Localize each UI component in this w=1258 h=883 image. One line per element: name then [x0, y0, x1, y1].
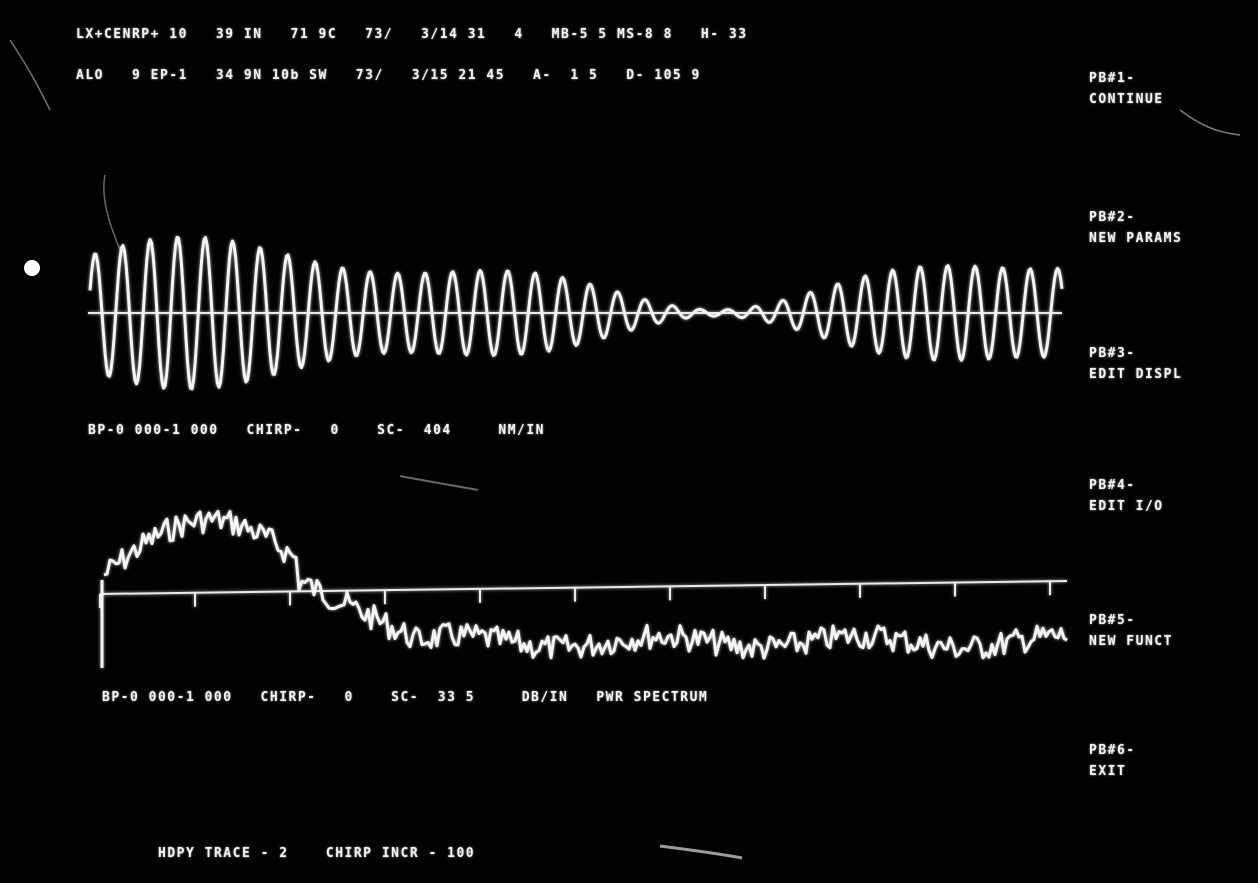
- scratch-mark: [9, 39, 51, 111]
- scratch-mark: [659, 844, 743, 860]
- softkey-label: EXIT: [1089, 764, 1127, 779]
- softkey-exit[interactable]: PB#6- EXIT: [1089, 740, 1239, 782]
- spectrum-axis: [99, 580, 1068, 595]
- softkey-code: PB#6-: [1089, 743, 1136, 758]
- softkey-code: PB#2-: [1089, 210, 1136, 225]
- softkey-new-params[interactable]: PB#2- NEW PARAMS: [1089, 207, 1239, 249]
- softkey-label: CONTINUE: [1089, 92, 1164, 107]
- footer-status: HDPY TRACE - 2 CHIRP INCR - 100: [158, 846, 476, 861]
- spectrum-trace: [103, 509, 1068, 660]
- scratch-mark: [399, 475, 479, 491]
- header-line-1: LX+CENRP+ 10 39 IN 71 9C 73/ 3/14 31 4 M…: [76, 27, 748, 42]
- softkey-edit-displ[interactable]: PB#3- EDIT DISPL: [1089, 343, 1239, 385]
- softkey-label: EDIT I/O: [1089, 499, 1164, 514]
- waveform-status: BP-0 000-1 000 CHIRP- 0 SC- 404 NM/IN: [88, 423, 546, 438]
- softkey-label: EDIT DISPL: [1089, 367, 1183, 382]
- bezel-marker: [24, 260, 40, 276]
- softkey-code: PB#5-: [1089, 613, 1136, 628]
- scratch-mark: [103, 174, 121, 251]
- softkey-code: PB#4-: [1089, 478, 1136, 493]
- softkey-new-funct[interactable]: PB#5- NEW FUNCT: [1089, 610, 1239, 652]
- softkey-code: PB#1-: [1089, 71, 1136, 86]
- softkey-continue[interactable]: PB#1- CONTINUE: [1089, 68, 1239, 110]
- spectrum-status: BP-0 000-1 000 CHIRP- 0 SC- 33 5 DB/IN P…: [102, 690, 709, 705]
- waveform-trace: [88, 235, 1064, 391]
- softkey-edit-io[interactable]: PB#4- EDIT I/O: [1089, 475, 1239, 517]
- scratch-mark: [1179, 109, 1241, 136]
- header-line-2: ALO 9 EP-1 34 9N 10b SW 73/ 3/15 21 45 A…: [76, 68, 701, 83]
- softkey-label: NEW PARAMS: [1089, 231, 1183, 246]
- softkey-code: PB#3-: [1089, 346, 1136, 361]
- spectrum-axis-ticks: [99, 581, 1051, 608]
- softkey-label: NEW FUNCT: [1089, 634, 1173, 649]
